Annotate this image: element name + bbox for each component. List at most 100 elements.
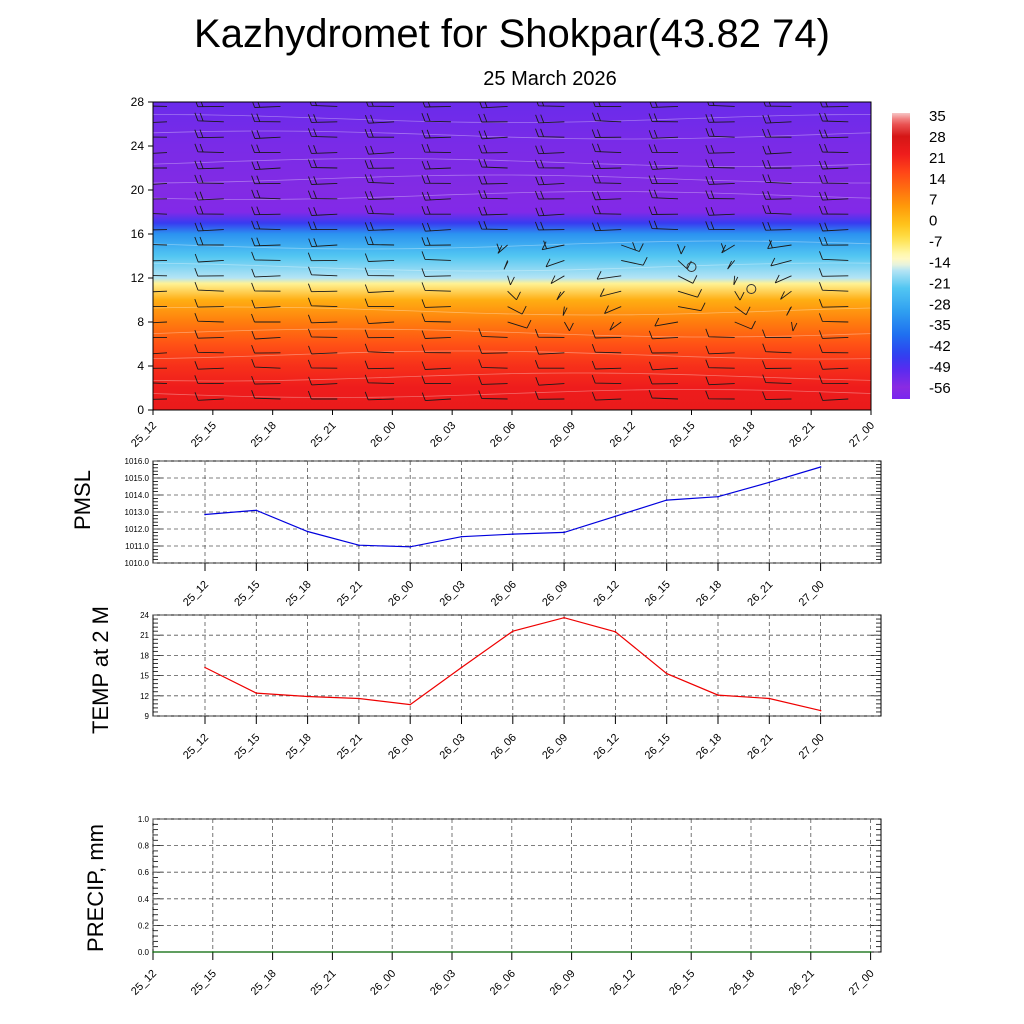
wind-barb — [819, 361, 849, 370]
wind-barb — [609, 321, 622, 331]
wind-barb — [194, 112, 224, 123]
wind-barb — [194, 361, 224, 370]
plot-frame — [152, 614, 882, 717]
wind-barb — [767, 239, 792, 250]
colorbar-label: -28 — [929, 296, 951, 313]
x-tick-label: 26_15 — [643, 732, 673, 762]
wind-barb — [307, 252, 338, 262]
x-tick-label: 26_18 — [694, 579, 724, 609]
wind-barb — [421, 282, 451, 292]
wind-barb — [153, 336, 167, 338]
precip-data-point — [331, 951, 334, 953]
x-tick-label: 26_06 — [488, 968, 518, 998]
wind-barb — [705, 221, 735, 231]
colorbar-label: 7 — [929, 192, 937, 209]
colorbar-label: -14 — [929, 254, 951, 271]
precip-data-point — [451, 951, 453, 953]
pmsl-data-point — [306, 530, 309, 533]
wind-barb — [153, 305, 168, 308]
wind-barb — [596, 270, 622, 280]
colorbar-label: 28 — [929, 129, 946, 146]
wind-barb — [153, 229, 168, 231]
wind-barb — [818, 236, 849, 246]
wind-barb — [364, 360, 395, 370]
wind-barb — [819, 392, 849, 401]
wind-barb — [307, 128, 338, 138]
x-tick-label: 25_18 — [284, 579, 314, 609]
wind-barb — [654, 317, 679, 327]
wind-barb — [194, 191, 224, 201]
wind-barb — [705, 176, 735, 185]
wind-barb — [364, 129, 395, 138]
wind-barb — [251, 313, 281, 323]
wind-barb — [364, 222, 395, 231]
wind-barb — [762, 205, 792, 215]
wind-barb — [364, 114, 395, 124]
pmsl-data-point — [409, 546, 412, 548]
precip-data-point — [869, 951, 872, 953]
wind-barb — [422, 102, 451, 108]
wind-barb — [762, 329, 792, 339]
temp-data-point — [409, 703, 412, 706]
wind-barb — [364, 267, 395, 277]
wind-barb — [307, 390, 338, 400]
temperature-contour — [153, 350, 871, 360]
wind-barb — [251, 330, 281, 340]
wind-barb — [194, 129, 224, 139]
wind-barb — [562, 306, 568, 316]
wind-barb — [621, 242, 644, 252]
wind-barb — [648, 175, 679, 185]
x-tick-label: 27_00 — [847, 968, 877, 998]
wind-barb — [705, 390, 735, 400]
wind-barb — [535, 377, 565, 386]
wind-barb — [478, 220, 508, 231]
wind-barb — [153, 136, 168, 138]
wind-barb — [762, 159, 792, 169]
temp-data-point — [306, 695, 309, 698]
pmsl-data-point — [614, 515, 617, 518]
y-tick-label: 0 — [137, 403, 144, 417]
wind-barb — [705, 376, 735, 386]
wind-barb — [251, 344, 281, 354]
wind-barb — [308, 266, 338, 277]
wind-barb — [194, 313, 224, 323]
wind-barb — [421, 330, 451, 339]
wind-barb — [153, 244, 168, 246]
wind-barb — [591, 143, 622, 154]
wind-barb — [421, 206, 451, 215]
x-tick-label: 26_03 — [428, 968, 458, 998]
wind-barb — [705, 359, 735, 369]
plot-frame — [152, 818, 882, 953]
wind-barb — [545, 258, 565, 268]
temp-data-point — [768, 697, 771, 700]
temp-panel: 9 12 15 18 21 24 25_12 25_15 25_18 25_21 26_00 26_0… — [88, 606, 882, 762]
wind-barb — [153, 352, 168, 355]
wind-barb — [762, 374, 792, 385]
colorbar — [892, 113, 910, 399]
wind-barb — [308, 345, 338, 355]
y-tick-label: 12 — [140, 692, 149, 701]
wind-barb — [507, 275, 515, 286]
wind-barb — [251, 237, 281, 247]
pmsl-panel: 1010.0 1011.0 1012.0 1013.0 1014.0 1015.0 1016… — [70, 457, 882, 609]
y-tick-label: 0.0 — [138, 948, 150, 957]
wind-barb — [705, 159, 735, 169]
wind-barb — [421, 113, 451, 123]
precip-data-point — [630, 951, 633, 953]
wind-barb — [591, 191, 622, 201]
pmsl-data-point — [460, 535, 463, 538]
wind-barb — [705, 206, 735, 216]
x-tick-label: 27_00 — [797, 579, 827, 609]
colorbar-label: 14 — [929, 171, 946, 188]
wind-barb — [648, 220, 679, 231]
wind-barb — [591, 129, 622, 138]
temp-data-point — [255, 692, 258, 694]
wind-barb — [705, 328, 735, 338]
wind-barb — [194, 344, 224, 354]
x-tick-label: 26_12 — [607, 968, 637, 998]
y-tick-label: 20 — [131, 183, 145, 197]
wind-barb — [478, 206, 508, 216]
y-tick-label: 24 — [131, 139, 145, 153]
wind-barb — [591, 205, 622, 215]
wind-barb — [421, 222, 451, 232]
